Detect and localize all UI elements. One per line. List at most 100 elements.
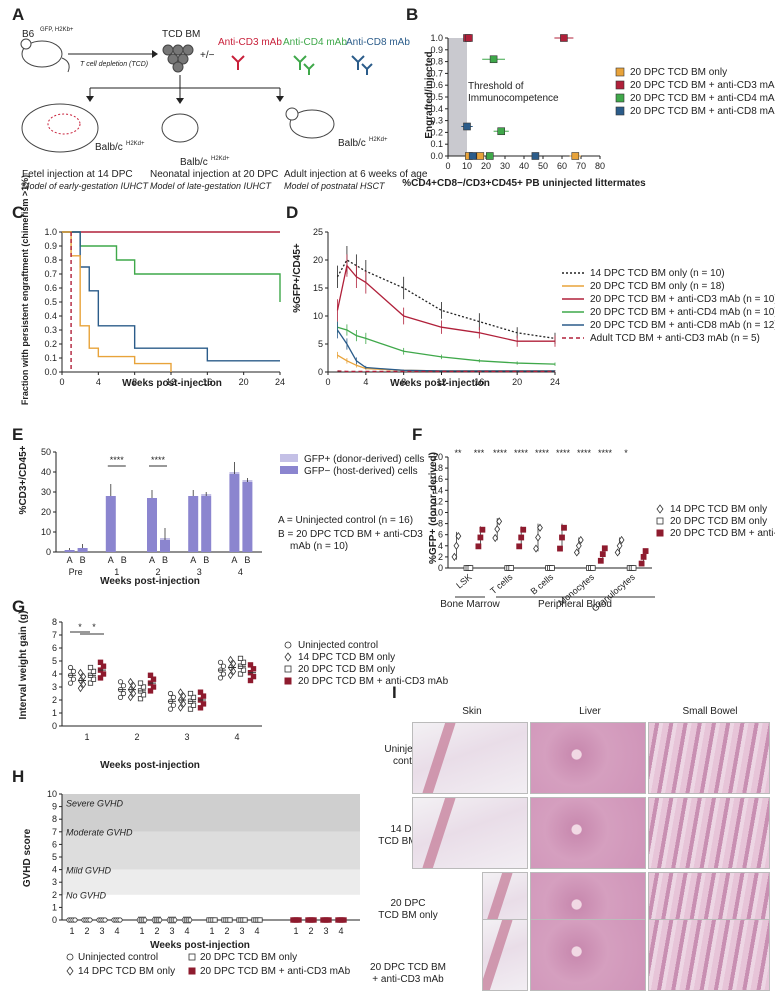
h-band-label: Moderate GVHD [66, 828, 133, 838]
e-xlabel: Weeks post-injection [100, 576, 200, 587]
h-ytick-label: 10 [47, 789, 57, 799]
f-ytick-label: 20 [433, 452, 443, 462]
i-row-1b: control [393, 756, 423, 767]
d-legend-label: 20 DPC TCD BM + anti-CD4 mAb (n = 10) [590, 307, 775, 318]
e-group-label: 2 [155, 567, 160, 577]
neonatal-title: Neonatal injection at 20 DPC [150, 169, 278, 180]
panel-b-chart: Engrafted/injected %CD4+CD8−/CD3+CD45+ P… [402, 33, 646, 189]
g-sig-label: * [92, 622, 96, 632]
e-legend-label: GFP+ (donor-derived) cells [304, 454, 424, 465]
g-category-label: 4 [234, 732, 239, 742]
h-point [117, 917, 123, 923]
b-ytick-label: 0.5 [430, 92, 443, 102]
h-week-label: 1 [209, 926, 214, 936]
f-point [599, 551, 606, 558]
e-sub-label: B [203, 555, 209, 565]
f-point [638, 560, 645, 567]
g-ytick-label: 2 [52, 695, 57, 705]
f-point [597, 557, 604, 564]
b-ytick-label: 0.4 [430, 104, 443, 114]
h-point [157, 916, 163, 924]
d-ylabel: %GFP+/CD45+ [292, 243, 303, 313]
panel-label-e: E [12, 425, 23, 444]
f-ytick-label: 4 [438, 541, 443, 551]
panel-label-a: A [12, 5, 24, 24]
c-xtick-label: 24 [275, 377, 285, 387]
g-point [90, 668, 97, 675]
i-row-3a: 20 DPC [390, 898, 425, 909]
f-category-label: LSK [454, 572, 473, 591]
d-ytick-label: 15 [313, 283, 323, 293]
d-legend-label: 20 DPC TCD BM + anti-CD8 mAb (n = 12) [590, 320, 775, 331]
h-legend-marker [66, 953, 74, 961]
b-legend-label: 20 DPC TCD BM + anti-CD8 mAb [630, 106, 775, 117]
i-row-3b: TCD BM only [378, 910, 437, 921]
i-row-4b: + anti-CD3 mAb [372, 974, 444, 985]
g-point [250, 666, 257, 672]
h-point [227, 917, 233, 923]
c-ytick-label: 0.8 [44, 255, 57, 265]
g-point [227, 671, 234, 680]
f-point [455, 531, 462, 541]
h-point [257, 917, 263, 923]
d-xlabel: Weeks post-injection [390, 378, 490, 389]
e-bar-host [147, 498, 157, 552]
b-legend-label: 20 DPC TCD BM only [630, 67, 727, 78]
c-ytick-label: 0.6 [44, 283, 57, 293]
f-point [537, 523, 543, 532]
g-sig-label: * [78, 622, 82, 632]
g-ytick-label: 0 [52, 721, 57, 731]
e-legend-b2: mAb (n = 10) [290, 541, 348, 552]
d-legend-label: Adult TCD BM + anti-CD3 mAb (n = 5) [590, 333, 760, 344]
f-sig-label: **** [514, 448, 529, 458]
f-sig-label: **** [556, 448, 571, 458]
e-bar-host [64, 550, 75, 552]
g-point [197, 689, 204, 695]
g-point [180, 692, 187, 701]
adult-title: Adult injection at 6 weeks of age [284, 169, 428, 180]
recipient-label-2: Balb/c [180, 157, 208, 168]
f-point [590, 565, 596, 571]
neonate-icon [161, 113, 199, 143]
recipient-sup-1: H2Kd+ [126, 141, 145, 147]
h-point [102, 917, 108, 923]
e-legend-label: GFP− (host-derived) cells [304, 466, 418, 477]
f-sig-label: **** [577, 448, 592, 458]
f-group-pb: Peripheral Blood [538, 599, 612, 610]
e-legend-swatch [280, 466, 298, 474]
f-ytick-label: 8 [438, 519, 443, 529]
g-point [220, 663, 227, 669]
b-ytick-label: 0.7 [430, 68, 443, 78]
h-week-label: 4 [254, 926, 259, 936]
g-point [100, 663, 107, 669]
e-sub-label: B [244, 555, 250, 565]
d-xtick-label: 20 [512, 377, 522, 387]
panel-label-c: C [12, 203, 24, 222]
f-category-label: Granulocytes [590, 572, 637, 614]
d-legend-label: 20 DPC TCD BM only (n = 18) [590, 281, 725, 292]
g-point [240, 659, 247, 665]
bm-cells-icon [162, 44, 194, 73]
anti-cd3-label: Anti-CD3 mAb [218, 37, 282, 48]
g-legend-marker [284, 652, 292, 662]
e-legend-a: A = Uninjected control (n = 16) [278, 515, 413, 526]
f-category-label: B cells [529, 572, 556, 597]
c-ytick-label: 0.0 [44, 367, 57, 377]
e-sub-label: B [162, 555, 168, 565]
e-bar-host [77, 548, 88, 552]
anti-cd8-label: Anti-CD8 mAb [346, 37, 410, 48]
b-ytick-label: 0.0 [430, 151, 443, 161]
f-point [573, 548, 580, 557]
panel-label-h: H [12, 767, 24, 786]
c-ytick-label: 0.7 [44, 269, 57, 279]
g-point [87, 664, 94, 671]
d-series-line [336, 264, 555, 342]
c-ytick-label: 0.9 [44, 241, 57, 251]
b-legend-swatch [615, 80, 625, 90]
h-legend-marker [188, 967, 196, 975]
g-point [130, 681, 137, 690]
histology-bowel-cd3 [648, 919, 770, 991]
h-week-label: 2 [308, 926, 313, 936]
f-ytick-label: 12 [433, 496, 443, 506]
